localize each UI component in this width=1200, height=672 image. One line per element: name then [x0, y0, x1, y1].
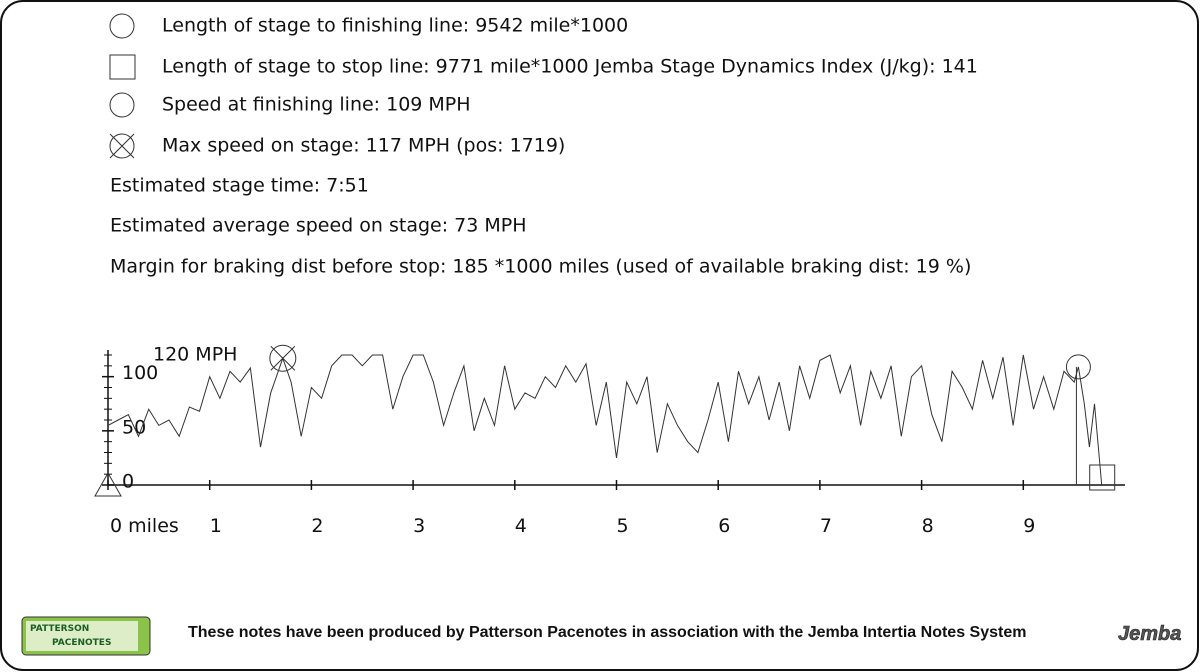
x-tick-label: 2	[311, 515, 323, 537]
icon-circle	[109, 92, 135, 118]
x-tick-label: 0 miles	[110, 515, 179, 537]
x-tick-label: 3	[413, 515, 425, 537]
finish-marker	[1065, 354, 1091, 380]
x-tick-label: 1	[210, 515, 222, 537]
info-line: Length of stage to finishing line: 9542 …	[162, 15, 628, 37]
icon-cross	[109, 133, 135, 159]
start-marker	[94, 471, 122, 497]
max-marker	[269, 344, 297, 372]
info-line: Estimated stage time: 7:51	[110, 175, 369, 197]
info-line: Max speed on stage: 117 MPH (pos: 1719)	[162, 135, 565, 157]
x-tick-label: 8	[922, 515, 934, 537]
x-tick-label: 7	[820, 515, 832, 537]
logo-left: PATTERSON PACENOTES	[21, 616, 151, 656]
icon-circle	[109, 13, 135, 39]
x-tick-label: 5	[617, 515, 629, 537]
info-line: Speed at finishing line: 109 MPH	[162, 94, 471, 116]
footer-text: These notes have been produced by Patter…	[188, 624, 1026, 641]
logo-inner	[26, 621, 138, 651]
annotation: 120 MPH	[153, 344, 237, 366]
max-cross	[270, 345, 296, 371]
icon-square	[109, 54, 136, 80]
x-tick-label: 9	[1023, 515, 1035, 537]
y-tick-label: 0	[122, 471, 134, 493]
icon-crossed-circle	[109, 133, 135, 159]
info-line: Estimated average speed on stage: 73 MPH	[110, 215, 527, 237]
logo-right: Jemba	[1118, 623, 1181, 645]
logo-text: PACENOTES	[52, 638, 111, 648]
x-tick-label: 6	[718, 515, 730, 537]
info-line: Length of stage to stop line: 9771 mile*…	[162, 56, 978, 78]
stop-marker	[1089, 464, 1116, 491]
logo-text: PATTERSON	[30, 624, 89, 634]
legend-icons	[109, 13, 136, 159]
y-tick-label: 100	[122, 362, 158, 384]
info-line: Margin for braking dist before stop: 185…	[110, 256, 971, 278]
x-tick-label: 4	[515, 515, 527, 537]
speed-line	[107, 354, 1103, 486]
